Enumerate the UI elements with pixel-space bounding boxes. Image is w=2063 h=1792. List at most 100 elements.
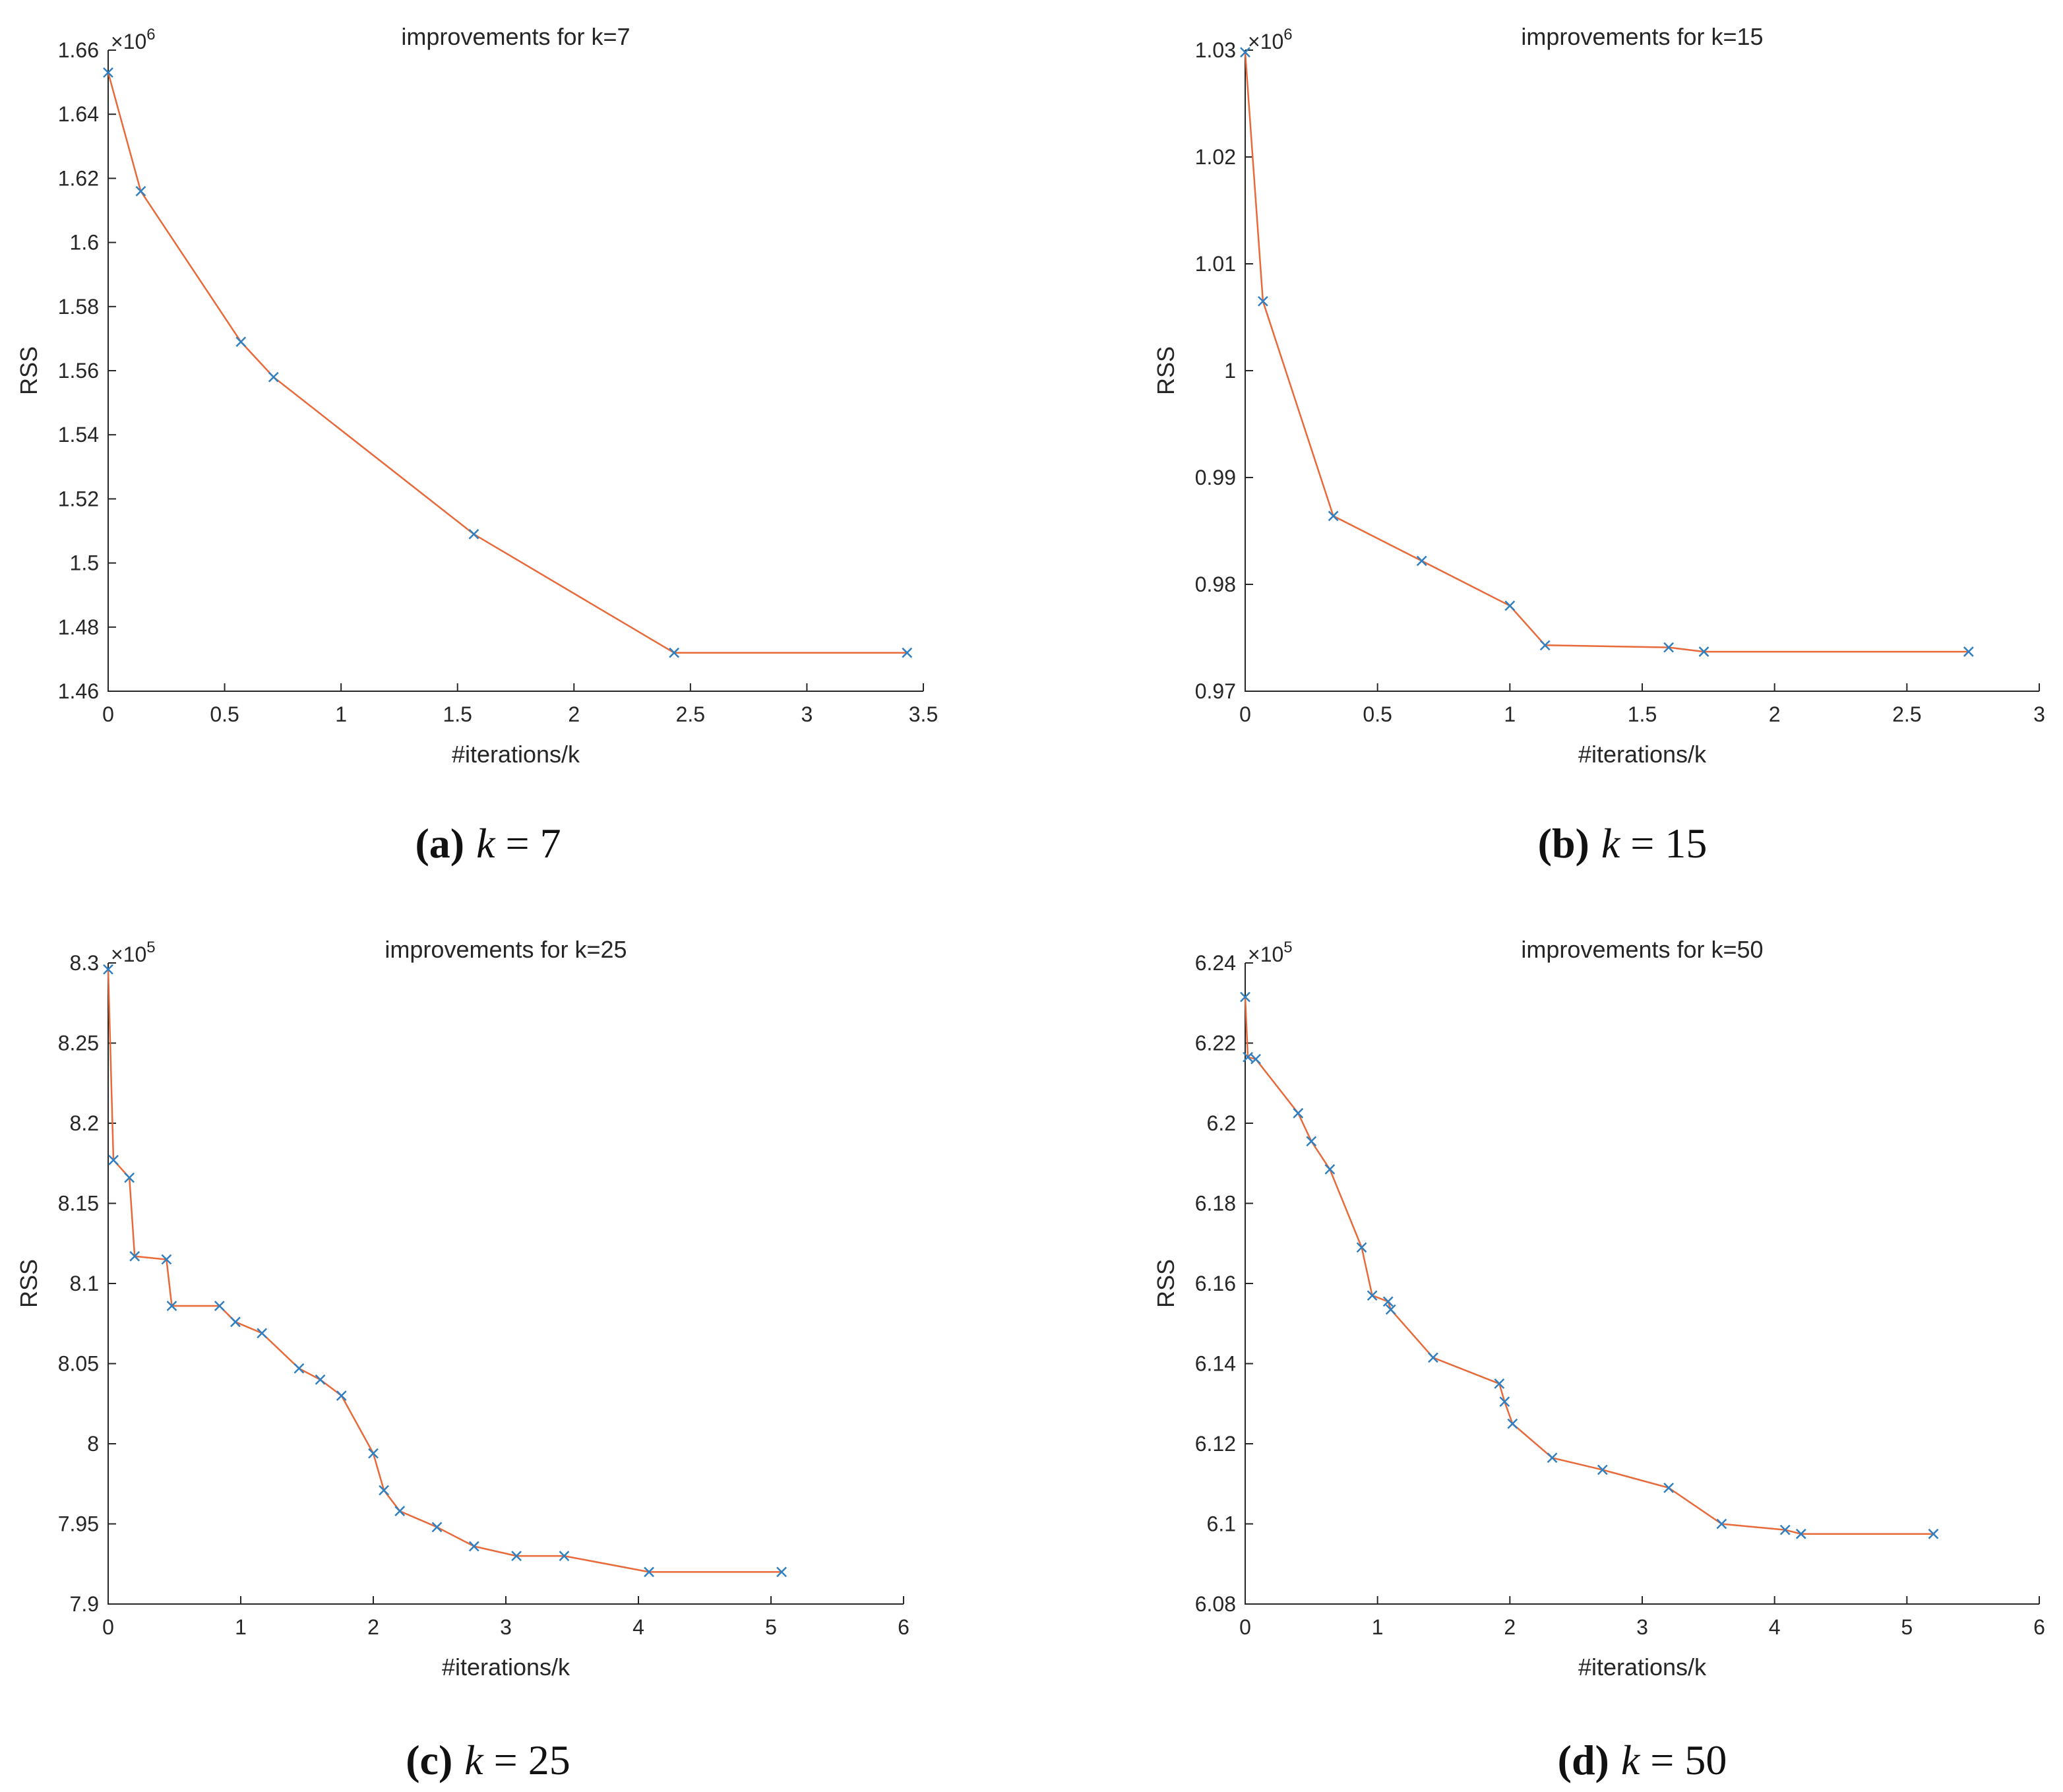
x-tick-label: 2: [367, 1615, 379, 1639]
y-tick-label: 0.97: [1195, 679, 1236, 703]
x-axis-label: #iterations/k: [452, 741, 580, 768]
data-point: [559, 1551, 570, 1561]
data-point: [257, 1328, 268, 1339]
data-point: [1795, 1528, 1806, 1539]
data-point: [1547, 1452, 1558, 1464]
x-tick-label: 5: [765, 1615, 777, 1639]
data-point: [315, 1374, 326, 1385]
y-tick-label: 7.95: [58, 1512, 99, 1536]
data-point: [1494, 1378, 1505, 1389]
caption-value: = 15: [1620, 820, 1707, 867]
data-point: [336, 1390, 347, 1401]
data-point: [1499, 1396, 1510, 1407]
y-tick-label: 6.16: [1195, 1272, 1236, 1295]
x-axis-label: #iterations/k: [442, 1653, 570, 1681]
y-tick-label: 8.3: [70, 951, 99, 975]
caption-label: (c): [406, 1737, 452, 1783]
data-point: [1324, 1163, 1336, 1175]
data-point: [776, 1566, 787, 1578]
y-tick-label: 0.98: [1195, 572, 1236, 596]
x-tick-label: 3: [500, 1615, 512, 1639]
data-point: [468, 528, 479, 540]
data-point: [235, 336, 247, 348]
y-tick-label: 6.18: [1195, 1192, 1236, 1216]
series-line: [1244, 52, 1969, 653]
exponent-base: ×10: [1248, 942, 1283, 966]
y-tick-label: 8.15: [58, 1192, 99, 1216]
subfigure-caption: (c) k = 25: [406, 1737, 570, 1783]
data-point: [431, 1522, 443, 1533]
data-point: [1504, 600, 1516, 611]
exponent-power: 5: [1283, 939, 1292, 956]
subfigure-caption: (a) k = 7: [415, 820, 561, 867]
chart-k7: 0 0.5 1 1.5 2 2.5 3 3.51.461.481.51.521.541.561…: [15, 23, 938, 867]
x-tick-label: 6: [2033, 1615, 2045, 1639]
x-tick-label: 5: [1901, 1615, 1913, 1639]
exponent-power: 6: [1283, 26, 1292, 44]
x-tick-label: 3: [1636, 1615, 1648, 1639]
data-point: [230, 1316, 241, 1328]
y-tick-label: 6.24: [1195, 951, 1236, 975]
caption-label: (b): [1538, 820, 1589, 867]
data-point: [1293, 1107, 1304, 1119]
data-point: [129, 1251, 140, 1262]
caption-value: = 25: [483, 1737, 570, 1783]
series-line: [107, 72, 908, 654]
data-point: [669, 647, 680, 658]
data-point: [1240, 991, 1250, 1003]
x-tick-label: 0: [102, 1615, 114, 1639]
y-axis-label: RSS: [15, 346, 42, 395]
data-point: [1663, 1482, 1675, 1493]
x-tick-label: 2.5: [676, 702, 705, 726]
data-point: [1428, 1352, 1438, 1363]
data-point: [1698, 646, 1709, 657]
y-tick-label: 1.58: [58, 295, 99, 319]
y-tick-label: 1.02: [1195, 145, 1236, 169]
data-point: [1240, 47, 1250, 58]
y-tick-label: 1.52: [58, 487, 99, 510]
chart-k50: 0 1 2 3 4 5 6 6.08 6.1 6.12 6.14 6.16 6.18 6.2 6.22 6.2…: [1152, 936, 2045, 1783]
y-tick-label: 1.64: [58, 102, 99, 126]
caption-variable: k: [476, 820, 496, 867]
x-tick-label: 0.5: [1363, 702, 1392, 726]
x-tick-label: 0.5: [210, 702, 239, 726]
data-point: [103, 964, 113, 975]
axis-exponent: ×105: [1248, 939, 1293, 966]
data-point: [1963, 646, 1974, 657]
y-tick-label: 1: [1224, 359, 1236, 383]
data-point: [1663, 642, 1675, 653]
data-point: [1243, 1051, 1253, 1063]
data-point: [468, 1541, 479, 1552]
data-point: [108, 1155, 119, 1165]
data-point: [1306, 1136, 1317, 1147]
data-point: [1258, 295, 1268, 307]
subfigure-caption: (d) k = 50: [1558, 1737, 1727, 1783]
exponent-power: 5: [146, 939, 155, 956]
caption-label: (d): [1558, 1737, 1609, 1783]
chart-title: improvements for k=15: [1521, 23, 1763, 50]
data-point: [1356, 1242, 1367, 1253]
x-tick-label: 3: [801, 702, 813, 726]
axes-frame: [108, 963, 904, 1605]
data-point: [161, 1254, 172, 1265]
data-point: [1385, 1304, 1396, 1315]
caption-variable: k: [1601, 820, 1621, 867]
chart-title: improvements for k=50: [1521, 936, 1763, 963]
y-tick-label: 6.2: [1207, 1111, 1236, 1135]
y-tick-label: 8.1: [70, 1272, 99, 1295]
x-axis-label: #iterations/k: [1578, 741, 1707, 768]
axis-exponent: ×105: [111, 939, 156, 966]
y-tick-label: 1.62: [58, 166, 99, 190]
axis-exponent: ×106: [111, 26, 156, 53]
y-tick-label: 1.66: [58, 38, 99, 62]
x-tick-label: 2: [1769, 702, 1781, 726]
y-tick-label: 1.54: [58, 423, 99, 447]
axes-frame: [108, 50, 923, 692]
axes-frame: [1245, 963, 2039, 1605]
x-tick-label: 6: [898, 1615, 909, 1639]
x-tick-label: 1: [1372, 1615, 1384, 1639]
y-tick-label: 6.08: [1195, 1592, 1236, 1616]
data-point: [902, 647, 913, 658]
data-point: [394, 1506, 406, 1516]
data-point: [1928, 1528, 1939, 1539]
